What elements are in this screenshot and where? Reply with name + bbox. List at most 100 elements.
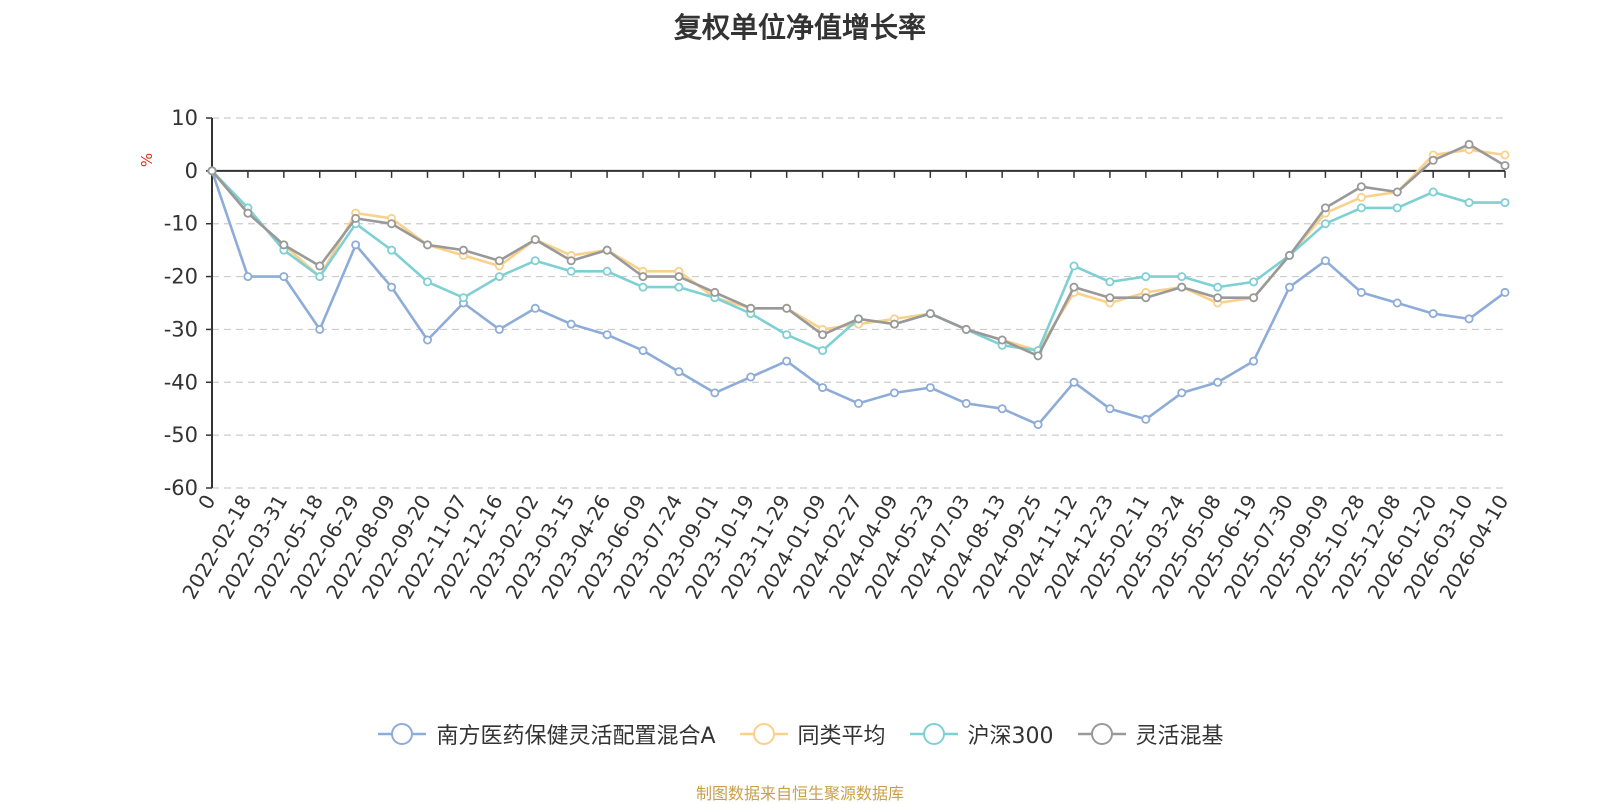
legend-label: 沪深300 xyxy=(967,724,1054,749)
data-point xyxy=(854,398,864,408)
data-point xyxy=(1500,161,1510,171)
data-point xyxy=(422,277,432,287)
data-point xyxy=(602,245,612,255)
data-point xyxy=(279,272,289,282)
data-point xyxy=(1213,293,1223,303)
legend-swatch-icon xyxy=(378,723,427,745)
data-point xyxy=(1249,293,1259,303)
data-point xyxy=(1320,203,1330,213)
data-point xyxy=(674,282,684,292)
data-point xyxy=(1500,287,1510,297)
data-point xyxy=(1285,282,1295,292)
data-point xyxy=(1177,272,1187,282)
axes xyxy=(211,118,1506,488)
legend-item-2[interactable]: 沪深300 xyxy=(908,718,1054,750)
chart-title: 复权单位净值增长率 xyxy=(673,11,926,44)
data-point xyxy=(925,383,935,393)
data-point xyxy=(494,272,504,282)
data-point xyxy=(1105,404,1115,414)
data-point xyxy=(1356,182,1366,192)
data-point xyxy=(746,372,756,382)
data-point xyxy=(315,261,325,271)
data-point xyxy=(387,282,397,292)
data-point xyxy=(782,303,792,313)
series-3 xyxy=(207,139,1510,361)
data-point xyxy=(818,383,828,393)
data-point xyxy=(279,240,289,250)
data-point xyxy=(961,398,971,408)
data-point xyxy=(1356,192,1366,202)
data-point xyxy=(638,346,648,356)
legend-swatch-icon xyxy=(739,723,788,745)
legend-item-3[interactable]: 灵活混基 xyxy=(1076,718,1224,750)
legend-swatch-icon xyxy=(909,723,958,745)
data-point xyxy=(997,335,1007,345)
data-point xyxy=(494,256,504,266)
data-point xyxy=(566,266,576,276)
data-point xyxy=(638,282,648,292)
series-0 xyxy=(207,166,1510,430)
data-point xyxy=(566,256,576,266)
data-point xyxy=(351,240,361,250)
data-point xyxy=(638,272,648,282)
x-tick-labels: 02022-02-182022-03-312022-05-182022-06-2… xyxy=(177,490,1513,603)
data-point xyxy=(674,367,684,377)
data-point xyxy=(1141,293,1151,303)
data-point xyxy=(602,330,612,340)
y-tick-label: -10 xyxy=(164,212,198,236)
data-point xyxy=(1428,309,1438,319)
line-chart: 10 0 -10 -20 -30 -40 -50 -60 02022-02-182022-03… xyxy=(138,106,1513,603)
y-tick-label: -60 xyxy=(164,476,198,500)
data-point xyxy=(566,319,576,329)
data-point xyxy=(1141,272,1151,282)
data-point xyxy=(1356,287,1366,297)
data-point xyxy=(1033,351,1043,361)
legend-item-1[interactable]: 同类平均 xyxy=(738,718,886,750)
data-point xyxy=(1392,203,1402,213)
legend-label: 南方医药保健灵活配置混合A xyxy=(436,724,716,749)
data-point xyxy=(1249,277,1259,287)
data-point xyxy=(458,245,468,255)
source-note: 制图数据来自恒生聚源数据库 xyxy=(695,784,904,803)
legend-item-0[interactable]: 南方医药保健灵活配置混合A xyxy=(376,718,716,750)
legend-label: 同类平均 xyxy=(797,724,886,749)
data-point xyxy=(1249,356,1259,366)
data-point xyxy=(1392,298,1402,308)
data-point xyxy=(1500,150,1510,160)
data-point xyxy=(1428,187,1438,197)
data-point xyxy=(530,235,540,245)
data-point xyxy=(530,256,540,266)
data-point xyxy=(674,272,684,282)
data-point xyxy=(1285,250,1295,260)
y-tick-labels: 10 0 -10 -20 -30 -40 -50 -60 xyxy=(164,106,198,500)
data-point xyxy=(889,319,899,329)
data-point xyxy=(315,324,325,334)
y-tick-label: 10 xyxy=(171,106,198,130)
data-point xyxy=(1069,261,1079,271)
data-point xyxy=(1428,155,1438,165)
data-point xyxy=(710,388,720,398)
data-point xyxy=(422,335,432,345)
data-point xyxy=(422,240,432,250)
data-point xyxy=(1069,377,1079,387)
y-tick-label: -40 xyxy=(164,370,198,394)
data-point xyxy=(854,314,864,324)
data-point xyxy=(997,404,1007,414)
data-point xyxy=(351,213,361,223)
data-point xyxy=(1500,198,1510,208)
data-point xyxy=(387,245,397,255)
y-tick-label: -50 xyxy=(164,423,198,447)
data-point xyxy=(243,208,253,218)
legend: 南方医药保健灵活配置混合A 同类平均 沪深300 灵活混基 xyxy=(0,718,1600,750)
data-point xyxy=(1320,256,1330,266)
data-point xyxy=(1464,139,1474,149)
data-point xyxy=(1213,377,1223,387)
data-point xyxy=(782,356,792,366)
data-point xyxy=(961,324,971,334)
data-point xyxy=(1105,277,1115,287)
data-point xyxy=(818,346,828,356)
y-tick-label: -20 xyxy=(164,265,198,289)
data-point xyxy=(387,219,397,229)
data-point xyxy=(746,303,756,313)
data-point xyxy=(207,166,217,176)
